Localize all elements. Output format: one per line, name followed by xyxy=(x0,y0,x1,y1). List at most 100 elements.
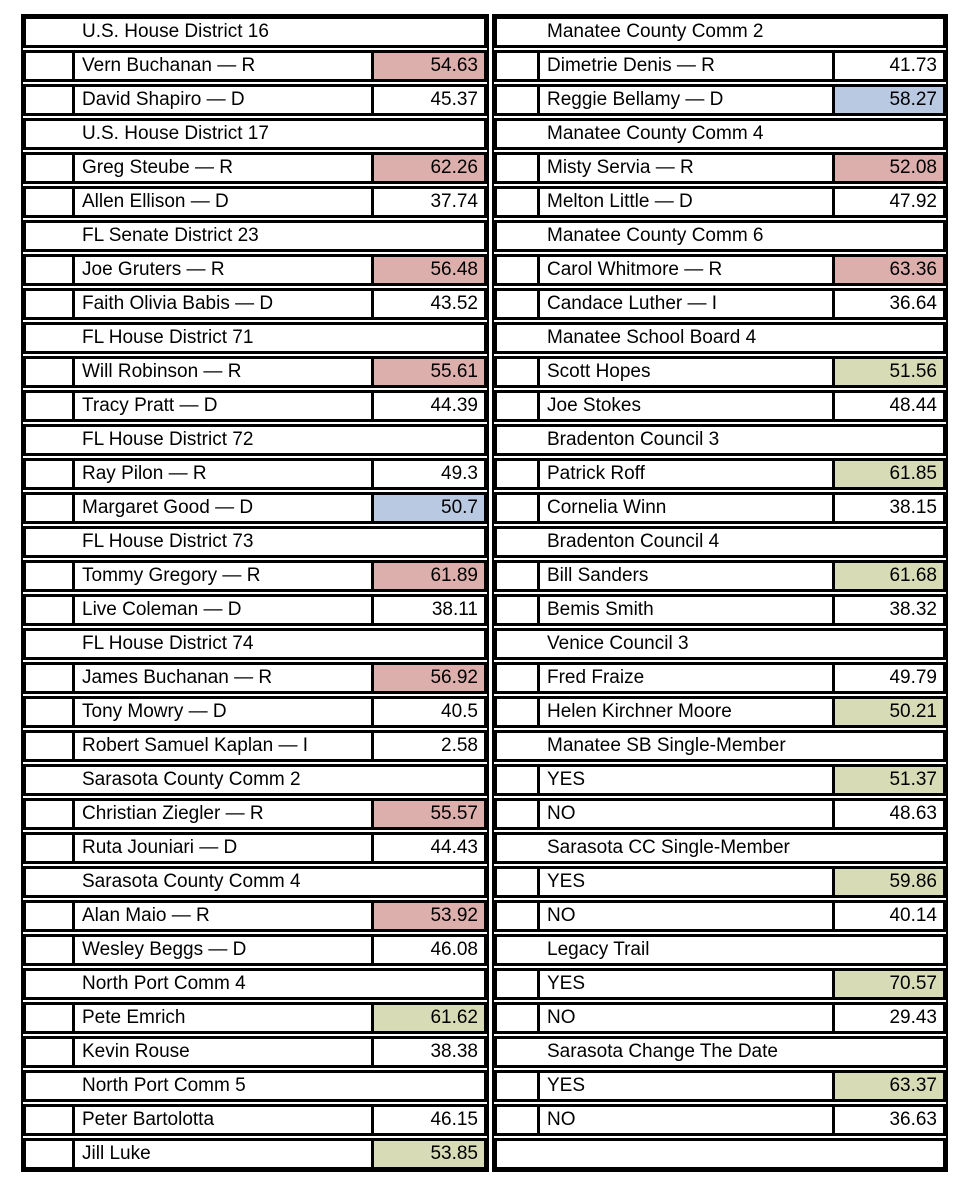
candidate-name: Robert Samuel Kaplan — I xyxy=(75,733,374,759)
result-value: 29.43 xyxy=(889,1007,937,1028)
row-spacer-cell xyxy=(26,359,75,385)
race-title: FL House District 74 xyxy=(82,633,254,654)
result-value: 44.39 xyxy=(430,395,478,416)
row-spacer-cell xyxy=(497,461,540,487)
race-title: Manatee County Comm 4 xyxy=(547,123,764,144)
race-title: Manatee County Comm 6 xyxy=(547,225,764,246)
result-value: 40.5 xyxy=(441,701,478,722)
result-row: Pete Emrich 61.62 xyxy=(23,1002,487,1034)
result-row: Will Robinson — R 55.61 xyxy=(23,356,487,388)
result-row: Alan Maio — R 53.92 xyxy=(23,900,487,932)
result-row: Ruta Jouniari — D 44.43 xyxy=(23,832,487,864)
result-row: NO 29.43 xyxy=(494,1002,946,1034)
race-header-row: Sarasota County Comm 4 xyxy=(23,866,487,898)
result-row: Tommy Gregory — R 61.89 xyxy=(23,560,487,592)
race-header-row: FL House District 74 xyxy=(23,628,487,660)
row-spacer-cell xyxy=(497,801,540,827)
race-header-row: Bradenton Council 4 xyxy=(494,526,946,558)
row-spacer-cell xyxy=(26,835,75,861)
result-value: 45.37 xyxy=(430,89,478,110)
candidate-name: Greg Steube — R xyxy=(75,155,374,181)
race-header-row: Sarasota CC Single-Member xyxy=(494,832,946,864)
table-column-right: Manatee County Comm 2 Dimetrie Denis — R 4… xyxy=(492,14,948,1172)
candidate-name: Joe Stokes xyxy=(540,393,835,419)
race-header-row: FL Senate District 23 xyxy=(23,220,487,252)
race-header-row: FL House District 72 xyxy=(23,424,487,456)
row-spacer-cell xyxy=(26,597,75,623)
race-header-row: U.S. House District 17 xyxy=(23,118,487,150)
race-title: Venice Council 3 xyxy=(547,633,689,654)
race-header-row: FL House District 73 xyxy=(23,526,487,558)
result-value: 2.58 xyxy=(441,735,478,756)
row-spacer-cell xyxy=(26,87,75,113)
candidate-name: Carol Whitmore — R xyxy=(540,257,835,283)
result-row: Helen Kirchner Moore 50.21 xyxy=(494,696,946,728)
row-spacer-cell xyxy=(26,1107,75,1133)
row-spacer-cell xyxy=(497,291,540,317)
race-title: FL House District 71 xyxy=(82,327,254,348)
row-spacer-cell xyxy=(26,495,75,521)
row-spacer-cell xyxy=(26,257,75,283)
race-title: FL House District 73 xyxy=(82,531,254,552)
result-value: 43.52 xyxy=(430,293,478,314)
row-spacer-cell xyxy=(26,699,75,725)
result-value: 55.57 xyxy=(374,801,484,827)
candidate-name: NO xyxy=(540,801,835,827)
result-value: 38.32 xyxy=(889,599,937,620)
candidate-name: YES xyxy=(540,767,835,793)
result-row: Christian Ziegler — R 55.57 xyxy=(23,798,487,830)
result-row: Bill Sanders 61.68 xyxy=(494,560,946,592)
result-row: YES 70.57 xyxy=(494,968,946,1000)
race-header-row: Manatee SB Single-Member xyxy=(494,730,946,762)
result-row: Joe Gruters — R 56.48 xyxy=(23,254,487,286)
candidate-name: Vern Buchanan — R xyxy=(75,53,374,79)
result-row: Peter Bartolotta 46.15 xyxy=(23,1104,487,1136)
result-value: 63.36 xyxy=(835,257,943,283)
candidate-name: Bill Sanders xyxy=(540,563,835,589)
result-row: Ray Pilon — R 49.3 xyxy=(23,458,487,490)
race-header-row: FL House District 71 xyxy=(23,322,487,354)
row-spacer-cell xyxy=(26,665,75,691)
result-value: 36.63 xyxy=(889,1109,937,1130)
row-spacer-cell xyxy=(26,155,75,181)
result-value: 52.08 xyxy=(835,155,943,181)
row-spacer-cell xyxy=(26,291,75,317)
row-spacer-cell xyxy=(26,903,75,929)
result-row: Robert Samuel Kaplan — I 2.58 xyxy=(23,730,487,762)
row-spacer-cell xyxy=(497,393,540,419)
candidate-name: Misty Servia — R xyxy=(540,155,835,181)
race-title: Manatee County Comm 2 xyxy=(547,21,764,42)
race-title: Sarasota County Comm 4 xyxy=(82,871,301,892)
candidate-name: Live Coleman — D xyxy=(75,597,374,623)
result-value: 51.37 xyxy=(835,767,943,793)
race-title: Sarasota County Comm 2 xyxy=(82,769,301,790)
row-spacer-cell xyxy=(497,87,540,113)
row-spacer-cell xyxy=(26,801,75,827)
result-value: 59.86 xyxy=(835,869,943,895)
result-value: 61.68 xyxy=(835,563,943,589)
candidate-name: Jill Luke xyxy=(75,1141,374,1167)
result-row: Patrick Roff 61.85 xyxy=(494,458,946,490)
candidate-name: YES xyxy=(540,1073,835,1099)
race-header-row: Manatee County Comm 2 xyxy=(494,16,946,48)
candidate-name: Pete Emrich xyxy=(75,1005,374,1031)
result-value: 61.89 xyxy=(374,563,484,589)
result-row: Margaret Good — D 50.7 xyxy=(23,492,487,524)
row-spacer-cell xyxy=(497,495,540,521)
result-value: 46.08 xyxy=(430,939,478,960)
candidate-name: YES xyxy=(540,971,835,997)
result-row: Carol Whitmore — R 63.36 xyxy=(494,254,946,286)
result-row: Tracy Pratt — D 44.39 xyxy=(23,390,487,422)
result-row: Allen Ellison — D 37.74 xyxy=(23,186,487,218)
result-value: 44.43 xyxy=(430,837,478,858)
race-title: Sarasota CC Single-Member xyxy=(547,837,790,858)
race-title: U.S. House District 17 xyxy=(82,123,269,144)
result-row: Faith Olivia Babis — D 43.52 xyxy=(23,288,487,320)
result-value: 36.64 xyxy=(889,293,937,314)
result-value: 38.38 xyxy=(430,1041,478,1062)
result-row: David Shapiro — D 45.37 xyxy=(23,84,487,116)
candidate-name: NO xyxy=(540,903,835,929)
result-row: Melton Little — D 47.92 xyxy=(494,186,946,218)
